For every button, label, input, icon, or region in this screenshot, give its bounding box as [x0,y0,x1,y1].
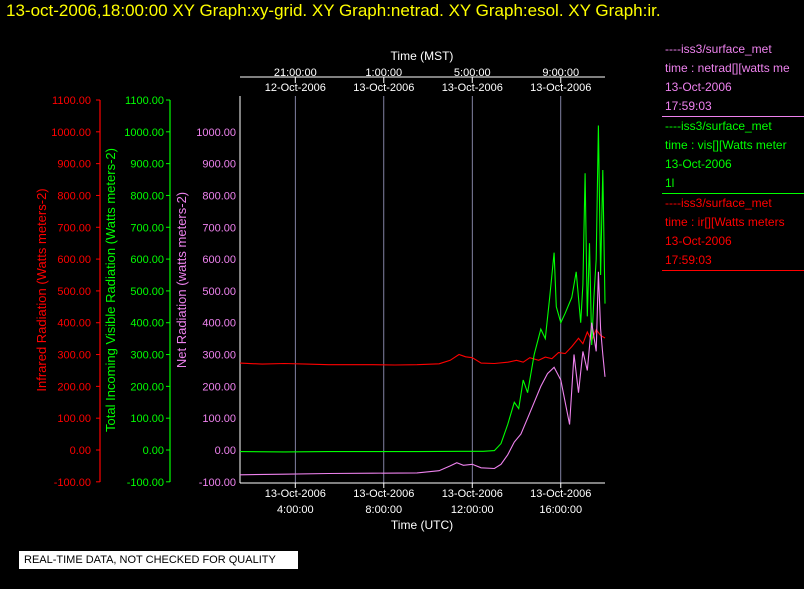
ir-tick-label: 500.00 [57,286,91,298]
top-tick-date: 12-Oct-2006 [265,82,326,94]
netrad-series-line [239,271,606,476]
legend-field: time : ir[][Watts meters [665,215,785,229]
bottom-tick-date: 13-Oct-2006 [265,488,326,500]
vis-tick-label: -100.00 [127,477,164,489]
vis-axis-title: Total Incoming Visible Radiation (Watts … [103,148,118,432]
ir-tick-label: 1000.00 [51,127,91,139]
ir-tick-label: -100.00 [54,477,91,489]
top-tick-date: 13-Oct-2006 [530,82,591,94]
bottom-tick-date: 13-Oct-2006 [530,488,591,500]
top-tick-date: 13-Oct-2006 [442,82,503,94]
vis-tick-label: 800.00 [130,190,164,202]
ir-tick-label: 0.00 [70,445,91,457]
ir-tick-label: 600.00 [57,254,91,266]
vis-series-line [239,125,606,453]
chart-labels: 13-Oct-2006 4:00:00 21:00:00 12-Oct-2006 13-… [34,49,591,532]
vis-tick-label: 300.00 [130,350,164,362]
netrad-tick-label: -100.00 [199,477,236,489]
vis-tick-label: 400.00 [130,318,164,330]
ir-tick-label: 100.00 [57,413,91,425]
netrad-tick-label: 200.00 [202,381,236,393]
legend-time: 1l [665,176,675,190]
ir-tick-label: 200.00 [57,381,91,393]
bottom-tick-date: 13-Oct-2006 [442,488,503,500]
ir-tick-label: 700.00 [57,222,91,234]
legend-source: ----iss3/surface_met [665,42,772,56]
legend-date: 13-Oct-2006 [665,157,732,171]
netrad-tick-label: 1000.00 [196,127,236,139]
legend-field: time : vis[][Watts meter [665,138,787,152]
bottom-tick-time: 8:00:00 [365,504,402,516]
bottom-tick-time: 12:00:00 [451,504,494,516]
top-tick-time: 1:00:00 [365,67,402,79]
vis-tick-label: 500.00 [130,286,164,298]
ir-tick-label: 800.00 [57,190,91,202]
legend-time: 17:59:03 [665,99,712,113]
bottom-axis-title: Time (UTC) [391,518,453,532]
legend-source: ----iss3/surface_met [665,119,772,133]
ir-axis-title: Infrared Radiation (Watts meters-2) [34,188,49,391]
top-tick-time: 21:00:00 [274,67,317,79]
vis-tick-label: 100.00 [130,413,164,425]
window-title: 13-oct-2006,18:00:00 XY Graph:xy-grid. X… [6,1,661,20]
netrad-tick-label: 0.00 [215,445,236,457]
bottom-tick-time: 4:00:00 [277,504,314,516]
vis-tick-label: 900.00 [130,159,164,171]
legend-field: time : netrad[][watts me [665,61,790,75]
ir-tick-label: 400.00 [57,318,91,330]
netrad-tick-label: 900.00 [202,159,236,171]
vis-tick-label: 700.00 [130,222,164,234]
chart-gridlines [294,96,562,483]
top-tick-time: 9:00:00 [542,67,579,79]
chart-series [239,125,606,476]
vis-tick-label: 0.00 [143,445,164,457]
netrad-tick-label: 700.00 [202,222,236,234]
legend-time: 17:59:03 [665,253,712,267]
bottom-tick-time: 16:00:00 [539,504,582,516]
top-tick-date: 13-Oct-2006 [353,82,414,94]
chart-axes [96,76,605,488]
netrad-tick-label: 600.00 [202,254,236,266]
netrad-tick-label: 500.00 [202,286,236,298]
ir-tick-label: 900.00 [57,159,91,171]
netrad-tick-label: 400.00 [202,318,236,330]
ir-tick-label: 1100.00 [52,95,91,107]
legend-date: 13-Oct-2006 [665,80,732,94]
top-tick-time: 5:00:00 [454,67,491,79]
ir-series-line [239,328,606,366]
vis-tick-label: 1000.00 [124,127,164,139]
legend-source: ----iss3/surface_met [665,196,772,210]
legend-date: 13-Oct-2006 [665,234,732,248]
quality-note: REAL-TIME DATA, NOT CHECKED FOR QUALITY [19,551,298,569]
netrad-tick-label: 300.00 [202,350,236,362]
vis-tick-label: 600.00 [130,254,164,266]
ir-tick-label: 300.00 [57,350,91,362]
netrad-axis-title: Net Radiation (watts meters-2) [174,192,189,368]
vis-tick-label: 200.00 [130,381,164,393]
bottom-tick-date: 13-Oct-2006 [353,488,414,500]
top-axis-title: Time (MST) [391,49,454,63]
netrad-tick-label: 100.00 [202,413,236,425]
vis-tick-label: 1100.00 [125,95,164,107]
netrad-tick-label: 800.00 [202,190,236,202]
